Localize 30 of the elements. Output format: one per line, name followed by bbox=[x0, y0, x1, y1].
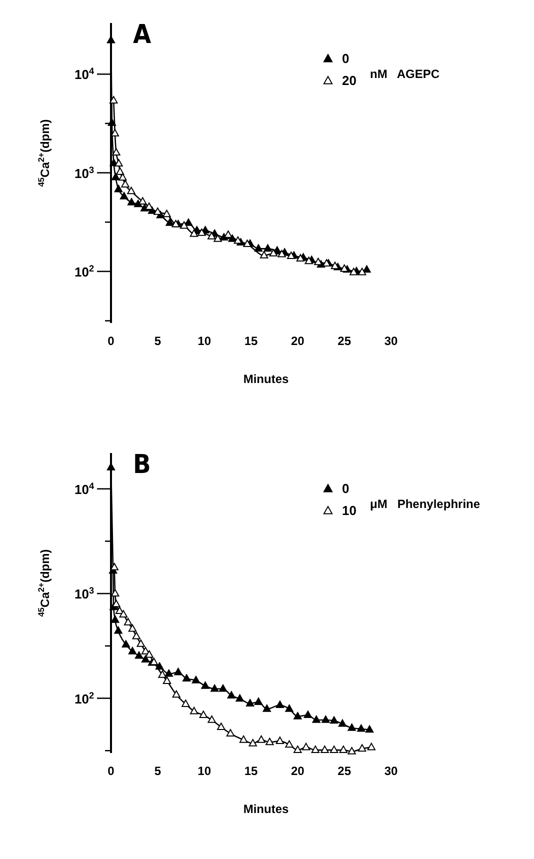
chart-title: A bbox=[133, 20, 152, 50]
y-tick-label: 10$^{2}$ bbox=[74, 690, 94, 706]
legend-label: 20 bbox=[342, 73, 356, 88]
x-tick-label: 30 bbox=[384, 334, 398, 348]
x-tick-label: 5 bbox=[154, 764, 162, 778]
legend-label: 0 bbox=[342, 481, 350, 496]
x-tick-label: 20 bbox=[290, 764, 305, 778]
x-tick-label: 25 bbox=[338, 334, 352, 348]
x-tick-label: 0 bbox=[108, 334, 115, 348]
x-tick-label: 10 bbox=[198, 764, 212, 778]
y-tick-label: 10$^{3}$ bbox=[74, 164, 94, 181]
x-tick-label: 5 bbox=[154, 334, 162, 348]
legend-title: nM AGEPC bbox=[370, 67, 440, 81]
x-tick-label: 0 bbox=[108, 764, 115, 778]
y-tick-label: 10$^{4}$ bbox=[74, 480, 95, 497]
x-tick-label: 20 bbox=[290, 334, 305, 348]
x-tick-label: 30 bbox=[384, 764, 398, 778]
x-tick-label: 25 bbox=[338, 764, 352, 778]
y-tick-label: 10$^{3}$ bbox=[74, 586, 94, 602]
legend-title: μM Phenylephrine bbox=[370, 497, 480, 511]
chart-title: B bbox=[133, 450, 151, 480]
x-tick-label: 15 bbox=[244, 334, 258, 348]
legend-label: 0 bbox=[342, 51, 350, 66]
x-axis-title: Minutes bbox=[243, 372, 289, 386]
y-tick-label: 10$^{2}$ bbox=[74, 263, 94, 280]
y-tick-label: 10$^{4}$ bbox=[74, 66, 95, 82]
x-tick-label: 10 bbox=[198, 334, 212, 348]
x-axis-title: Minutes bbox=[243, 802, 289, 816]
x-tick-label: 15 bbox=[244, 764, 258, 778]
legend-label: 10 bbox=[342, 503, 356, 518]
